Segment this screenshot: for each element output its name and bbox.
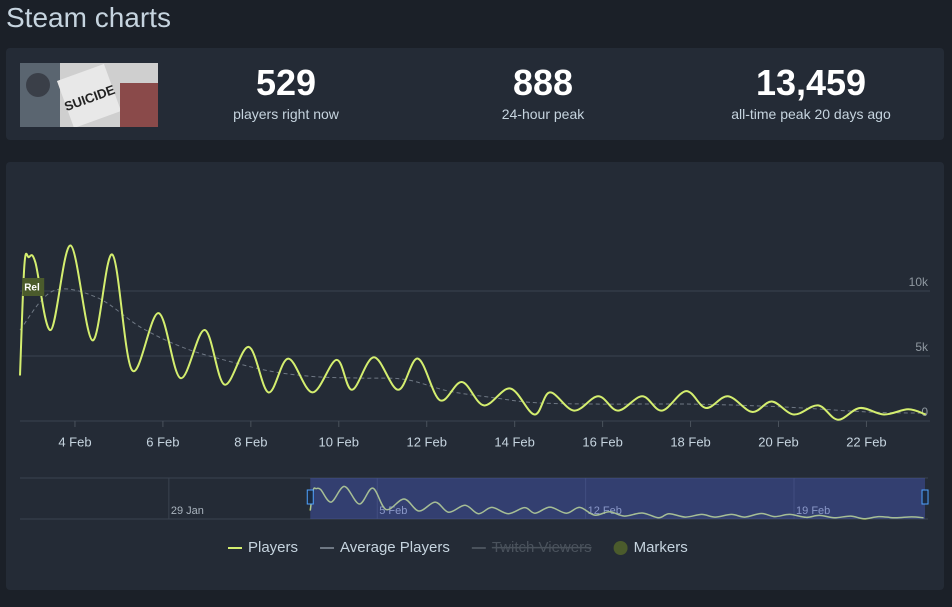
navigator-line <box>309 485 924 520</box>
legend-label: Twitch Viewers <box>492 539 592 556</box>
stat: 13,459 all-time peak 20 days ago <box>691 62 931 122</box>
marker-label: Rel <box>24 283 40 294</box>
x-tick-label: 10 Feb <box>319 434 359 449</box>
navigator-selection[interactable] <box>310 478 926 519</box>
navigator-tick-label: 12 Feb <box>588 505 622 517</box>
legend-label: Markers <box>634 539 688 556</box>
series-line <box>19 288 926 414</box>
navigator-tick-label: 29 Jan <box>171 505 204 517</box>
game-thumbnail: SUICIDE <box>20 63 158 127</box>
stat-value: 888 <box>512 62 574 103</box>
x-tick-label: 14 Feb <box>494 434 534 449</box>
x-tick-label: 16 Feb <box>582 434 622 449</box>
stat-label: all-time peak 20 days ago <box>731 106 891 122</box>
stat: 888 24-hour peak <box>433 62 653 122</box>
stat-value: 13,459 <box>755 62 867 103</box>
navigator-handle[interactable] <box>921 489 929 505</box>
stat-label: 24-hour peak <box>501 106 585 122</box>
x-tick-label: 8 Feb <box>234 434 267 449</box>
x-tick-label: 4 Feb <box>58 434 91 449</box>
stat-label: players right now <box>233 106 339 122</box>
stat: 529 players right now <box>176 62 396 122</box>
legend-label: Average Players <box>340 539 450 556</box>
x-tick-label: 18 Feb <box>670 434 710 449</box>
legend-item[interactable]: Markers <box>613 539 688 556</box>
stats-panel: SUICIDE 529 players right now 888 24-hour … <box>6 48 944 140</box>
x-tick-label: 22 Feb <box>846 434 886 449</box>
y-tick-label: 0 <box>921 405 928 419</box>
x-tick-label: 6 Feb <box>146 434 179 449</box>
legend-swatch <box>613 541 628 555</box>
legend-item[interactable]: Twitch Viewers <box>471 539 592 556</box>
navigator-handle[interactable] <box>306 489 314 505</box>
x-tick-label: 20 Feb <box>758 434 798 449</box>
page-title: Steam charts <box>6 2 171 33</box>
y-tick-label: 10k <box>909 275 929 289</box>
marker-flag <box>22 278 45 296</box>
legend-item[interactable]: Players <box>228 539 298 556</box>
legend-label: Players <box>248 539 298 556</box>
navigator-tick-label: 19 Feb <box>796 505 830 517</box>
stat-value: 529 <box>255 62 317 103</box>
navigator-tick-label: 5 Feb <box>379 505 407 517</box>
x-tick-label: 12 Feb <box>406 434 446 449</box>
legend-item[interactable]: Average Players <box>320 539 450 556</box>
y-tick-label: 5k <box>915 340 929 354</box>
series-line <box>19 244 927 421</box>
